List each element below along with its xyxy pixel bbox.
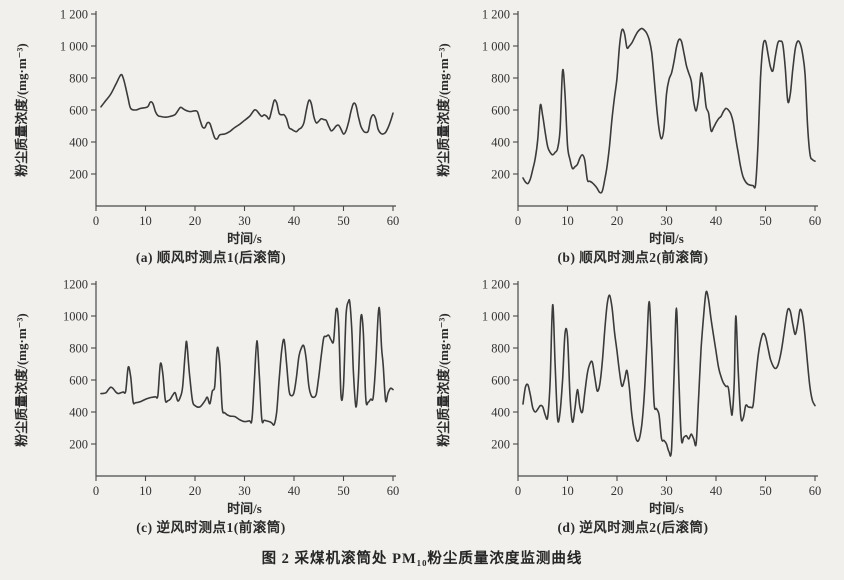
y-tick-label: 400 — [69, 406, 88, 420]
x-tick-label: 20 — [611, 484, 624, 498]
x-tick-label: 60 — [809, 214, 822, 228]
y-tick-label: 800 — [69, 342, 88, 356]
subplot-caption-c: (c) 逆风时测点1(前滚筒) — [136, 520, 286, 535]
x-tick-label: 40 — [710, 484, 723, 498]
x-tick-label: 10 — [561, 484, 574, 498]
y-tick-label: 1 000 — [482, 40, 510, 54]
x-tick-label: 40 — [710, 214, 723, 228]
chart-canvas-c: 200 400 600 800 1000 1200 0 10 20 30 40 50 60 粉尘质量浓度/… — [14, 278, 400, 517]
y-axis-label: 粉尘质量浓度/(mg·m⁻³) — [436, 43, 451, 177]
data-curve — [100, 73, 394, 140]
x-tick-label: 60 — [809, 484, 822, 498]
y-axis-label: 粉尘质量浓度/(mg·m⁻³) — [14, 313, 29, 447]
x-tick-label: 30 — [238, 214, 251, 228]
x-tick-label: 30 — [238, 484, 251, 498]
subplot-caption-a: (a) 顺风时测点1(后滚筒) — [135, 250, 287, 265]
x-tick-label: 10 — [561, 214, 574, 228]
y-tick-label: 1 000 — [60, 40, 88, 54]
y-axis-label: 粉尘质量浓度/(mg·m⁻³) — [436, 313, 451, 447]
x-tick-label: 50 — [759, 214, 772, 228]
y-axis-label: 粉尘质量浓度/(mg·m⁻³) — [14, 43, 29, 177]
x-tick-label: 20 — [189, 214, 202, 228]
subplot-d: 200 400 600 800 1 000 1 200 0 10 20 30 40 50 60 粉尘质量浓… — [422, 270, 844, 540]
x-axis-label: 时间/s — [227, 231, 262, 246]
chart-canvas-d: 200 400 600 800 1 000 1 200 0 10 20 30 40 50 60 粉尘质量浓… — [436, 278, 822, 517]
x-tick-label: 0 — [515, 214, 521, 228]
x-tick-label: 10 — [139, 214, 152, 228]
y-tick-label: 200 — [69, 438, 88, 452]
chart-canvas-b: 200 400 600 800 1 000 1 200 0 10 20 30 40 50 60 粉尘质量浓… — [436, 8, 822, 247]
y-tick-label: 800 — [491, 72, 510, 86]
y-tick-label: 1 200 — [482, 8, 510, 22]
x-axis-label: 时间/s — [649, 231, 684, 246]
y-tick-label: 200 — [69, 168, 88, 182]
x-tick-label: 30 — [660, 484, 673, 498]
x-tick-label: 10 — [139, 484, 152, 498]
figure-caption: 图 2 采煤机滚筒处 PM₁₀粉尘质量浓度监测曲线 — [261, 551, 583, 567]
x-tick-label: 20 — [611, 214, 624, 228]
subplot-grid: 200 400 600 800 1 000 1 200 0 10 20 30 40 50 60 粉尘质量浓… — [0, 0, 844, 540]
subplot-a: 200 400 600 800 1 000 1 200 0 10 20 30 40 50 60 粉尘质量浓… — [0, 0, 422, 270]
subplot-caption-b: (b) 顺风时测点2(前滚筒) — [557, 250, 709, 265]
y-tick-label: 1 000 — [482, 310, 510, 324]
x-tick-label: 50 — [337, 484, 350, 498]
y-tick-label: 400 — [491, 406, 510, 420]
y-tick-label: 1200 — [63, 278, 88, 292]
x-tick-label: 40 — [288, 214, 301, 228]
y-tick-label: 600 — [69, 374, 88, 388]
x-tick-label: 0 — [93, 484, 99, 498]
x-axis-label: 时间/s — [649, 501, 684, 516]
y-tick-label: 600 — [491, 104, 510, 118]
y-tick-label: 600 — [491, 374, 510, 388]
x-tick-label: 60 — [387, 214, 400, 228]
y-tick-label: 1 200 — [60, 8, 88, 22]
data-curve — [522, 290, 816, 457]
y-tick-label: 200 — [491, 438, 510, 452]
y-tick-label: 800 — [69, 72, 88, 86]
y-tick-label: 400 — [491, 136, 510, 150]
x-tick-label: 0 — [515, 484, 521, 498]
y-tick-label: 800 — [491, 342, 510, 356]
y-tick-label: 600 — [69, 104, 88, 118]
x-axis-label: 时间/s — [227, 501, 262, 516]
subplot-b: 200 400 600 800 1 000 1 200 0 10 20 30 40 50 60 粉尘质量浓… — [422, 0, 844, 270]
x-tick-label: 20 — [189, 484, 202, 498]
data-curve — [100, 298, 394, 426]
x-tick-label: 50 — [759, 484, 772, 498]
y-tick-label: 400 — [69, 136, 88, 150]
chart-canvas-a: 200 400 600 800 1 000 1 200 0 10 20 30 40 50 60 粉尘质量浓… — [14, 8, 400, 247]
data-curve — [522, 27, 816, 194]
subplot-c: 200 400 600 800 1000 1200 0 10 20 30 40 50 60 粉尘质量浓度/… — [0, 270, 422, 540]
x-tick-label: 30 — [660, 214, 673, 228]
x-tick-label: 0 — [93, 214, 99, 228]
subplot-caption-d: (d) 逆风时测点2(后滚筒) — [557, 520, 709, 535]
x-tick-label: 40 — [288, 484, 301, 498]
x-tick-label: 60 — [387, 484, 400, 498]
x-tick-label: 50 — [337, 214, 350, 228]
y-tick-label: 1 200 — [482, 278, 510, 292]
y-tick-label: 200 — [491, 168, 510, 182]
y-tick-label: 1000 — [63, 310, 88, 324]
